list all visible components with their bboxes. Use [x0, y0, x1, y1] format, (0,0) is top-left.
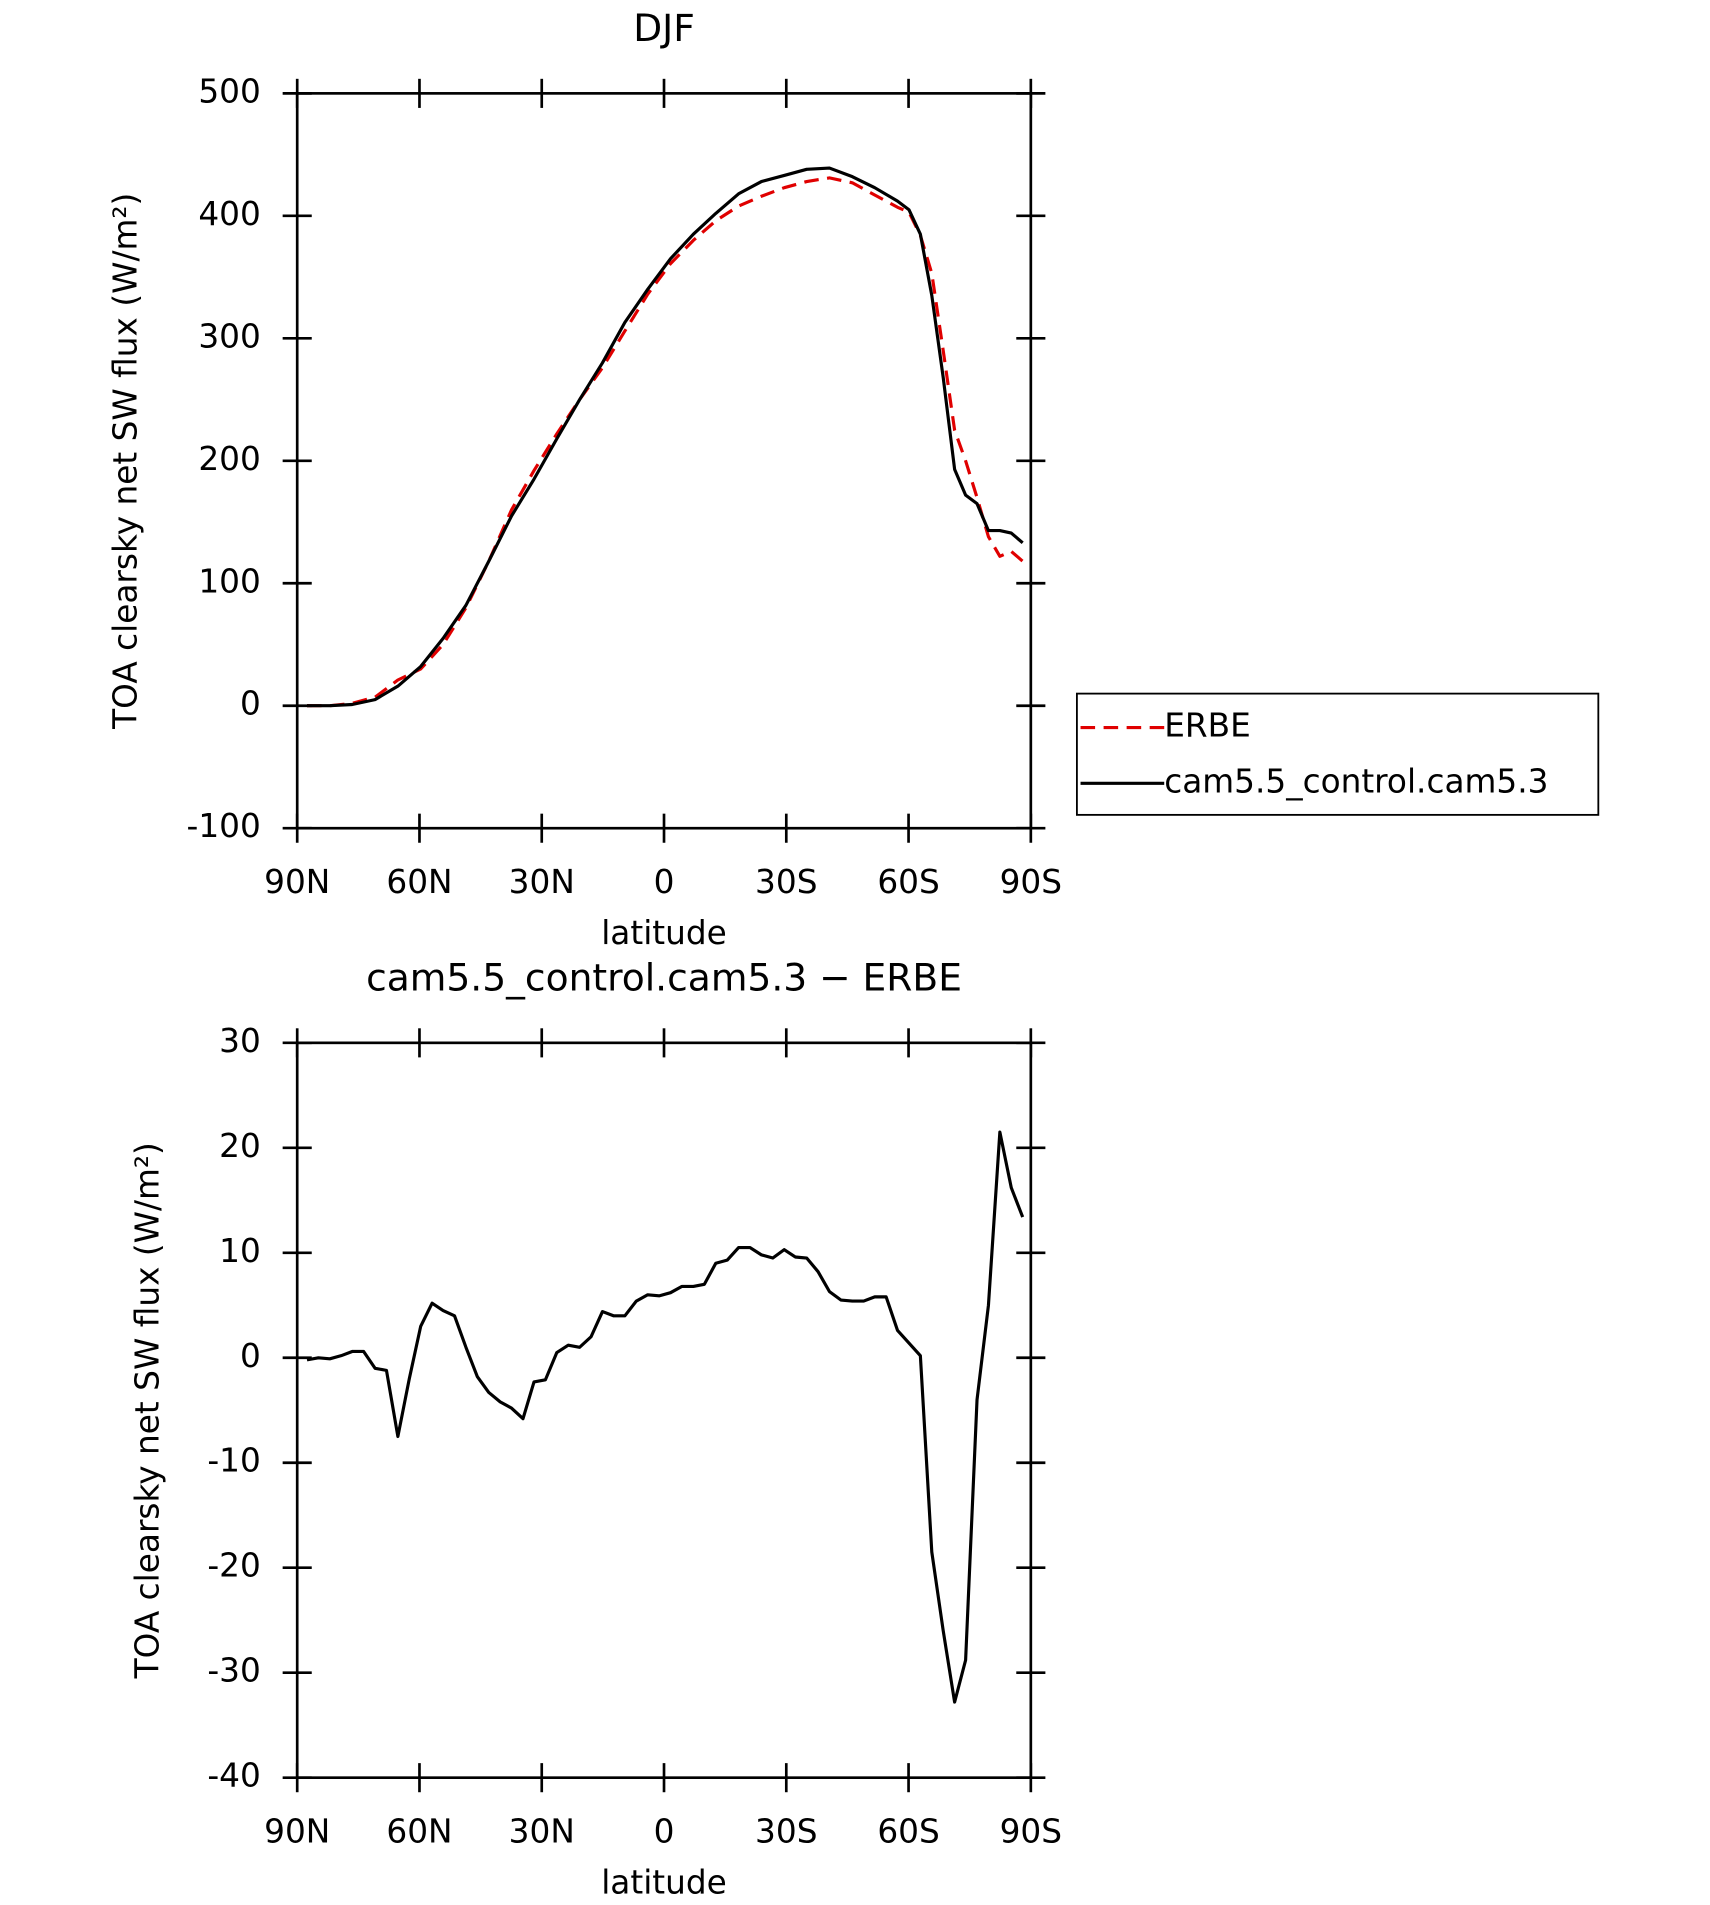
- x-tick-label: 0: [654, 1812, 675, 1850]
- x-tick-label: 30S: [755, 1812, 817, 1850]
- y-tick-label: -10: [207, 1442, 260, 1480]
- y-tick-label: 10: [219, 1232, 261, 1270]
- y-tick-label: 0: [240, 685, 261, 723]
- y-tick-label: 100: [198, 562, 260, 600]
- y-axis-label: TOA clearsky net SW flux (W/m²): [106, 193, 144, 730]
- data-line: [306, 176, 1024, 708]
- x-tick-label: 60N: [386, 863, 452, 901]
- x-tick-label: 90S: [1000, 1812, 1062, 1850]
- x-tick-label: 90N: [264, 1812, 330, 1850]
- y-tick-label: 500: [198, 72, 260, 110]
- y-tick-label: 0: [240, 1337, 261, 1375]
- y-tick-label: 400: [198, 195, 260, 233]
- data-line: [306, 1130, 1025, 1704]
- x-tick-label: 0: [654, 863, 675, 901]
- plot-frame: [295, 92, 1033, 830]
- x-axis-label: latitude: [601, 914, 727, 952]
- x-tick-label: 60S: [877, 863, 939, 901]
- y-tick-label: -100: [187, 807, 261, 845]
- x-tick-label: 90S: [1000, 863, 1062, 901]
- chart-title: cam5.5_control.cam5.3 − ERBE: [366, 955, 962, 999]
- y-tick-label: 300: [198, 317, 260, 355]
- x-tick-label: 60S: [877, 1812, 939, 1850]
- legend-box: [1075, 692, 1600, 816]
- x-tick-label: 30S: [755, 863, 817, 901]
- plot-frame: [295, 1041, 1033, 1780]
- x-tick-label: 30N: [509, 863, 575, 901]
- y-tick-label: -20: [207, 1547, 260, 1585]
- y-axis-label: TOA clearsky net SW flux (W/m²): [128, 1142, 166, 1679]
- x-tick-label: 90N: [264, 863, 330, 901]
- legend-label: cam5.5_control.cam5.3: [1164, 762, 1548, 800]
- legend-label: ERBE: [1164, 707, 1251, 745]
- chart-title: DJF: [633, 6, 695, 50]
- x-tick-label: 60N: [386, 1812, 452, 1850]
- x-axis-label: latitude: [601, 1863, 727, 1901]
- y-tick-label: -40: [207, 1757, 260, 1795]
- x-tick-label: 30N: [509, 1812, 575, 1850]
- y-tick-label: 30: [219, 1022, 261, 1060]
- y-tick-label: -30: [207, 1652, 260, 1690]
- y-tick-label: 200: [198, 440, 260, 478]
- data-line: [306, 166, 1024, 708]
- y-tick-label: 20: [219, 1127, 261, 1165]
